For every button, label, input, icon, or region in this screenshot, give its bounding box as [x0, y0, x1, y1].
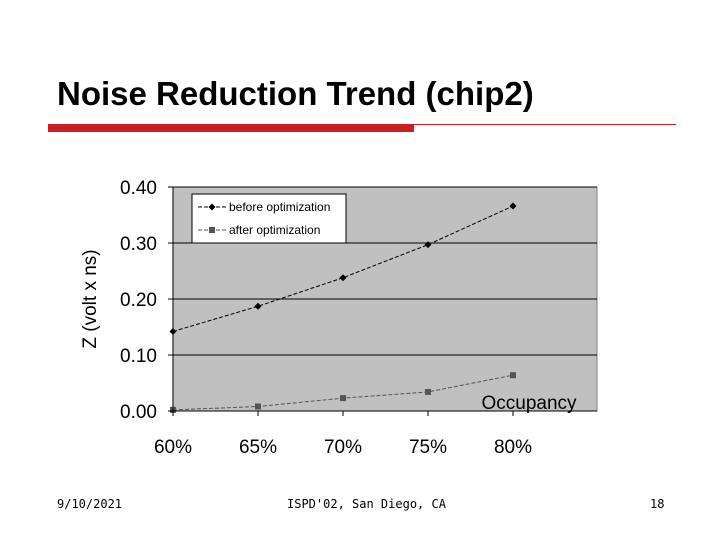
y-tick-label: 0.40 — [120, 178, 157, 199]
legend-item: before optimization — [198, 200, 330, 214]
legend-label: after optimization — [229, 223, 320, 237]
data-point — [340, 395, 346, 402]
y-tick-label: 0.20 — [120, 290, 157, 311]
y-tick-label: 0.30 — [120, 234, 157, 255]
series-line — [172, 205, 514, 332]
x-tick-label: 65% — [239, 437, 277, 458]
tick-labels: 0.00 0.10 0.20 0.30 0.40 60% 65% 70% 75% 80% — [120, 178, 532, 458]
legend-item: after optimization — [198, 223, 320, 237]
x-tick-label: 60% — [154, 437, 192, 458]
series-layer — [169, 202, 517, 413]
data-point — [339, 274, 347, 282]
x-tick-label: 70% — [324, 437, 362, 458]
legend-label: before optimization — [229, 200, 330, 214]
y-tick-label: 0.00 — [120, 402, 157, 423]
data-point — [425, 388, 431, 395]
legend: before optimization after optimization — [191, 193, 347, 244]
footer-page-number: 18 — [650, 497, 665, 511]
data-point — [255, 403, 261, 410]
y-axis-title: Z (volt x ns) — [80, 249, 101, 348]
line-chart: 0.00 0.10 0.20 0.30 0.40 60% 65% 70% 75% 80% Z (v… — [76, 170, 606, 462]
legend-swatch-marker — [209, 227, 215, 233]
legend-swatch-marker — [208, 203, 216, 211]
title-underline-rule — [414, 124, 676, 125]
legend-box — [191, 193, 347, 244]
x-tick-label: 75% — [409, 437, 447, 458]
chart-container: 0.00 0.10 0.20 0.30 0.40 60% 65% 70% 75% 80% Z (v… — [76, 170, 606, 462]
footer-date: 9/10/2021 — [57, 497, 123, 511]
y-tick-label: 0.10 — [120, 346, 157, 367]
data-point — [509, 202, 517, 210]
data-point — [510, 372, 516, 379]
x-tick-label: 80% — [494, 437, 532, 458]
data-point — [254, 302, 262, 310]
x-axis-title: Occupancy — [481, 393, 577, 414]
slide-title: Noise Reduction Trend (chip2) — [57, 75, 534, 112]
series-1 — [169, 202, 517, 335]
data-point — [424, 241, 432, 249]
title-underline-accent — [48, 124, 414, 132]
footer-conference: ISPD'02, San Diego, CA — [287, 497, 446, 511]
